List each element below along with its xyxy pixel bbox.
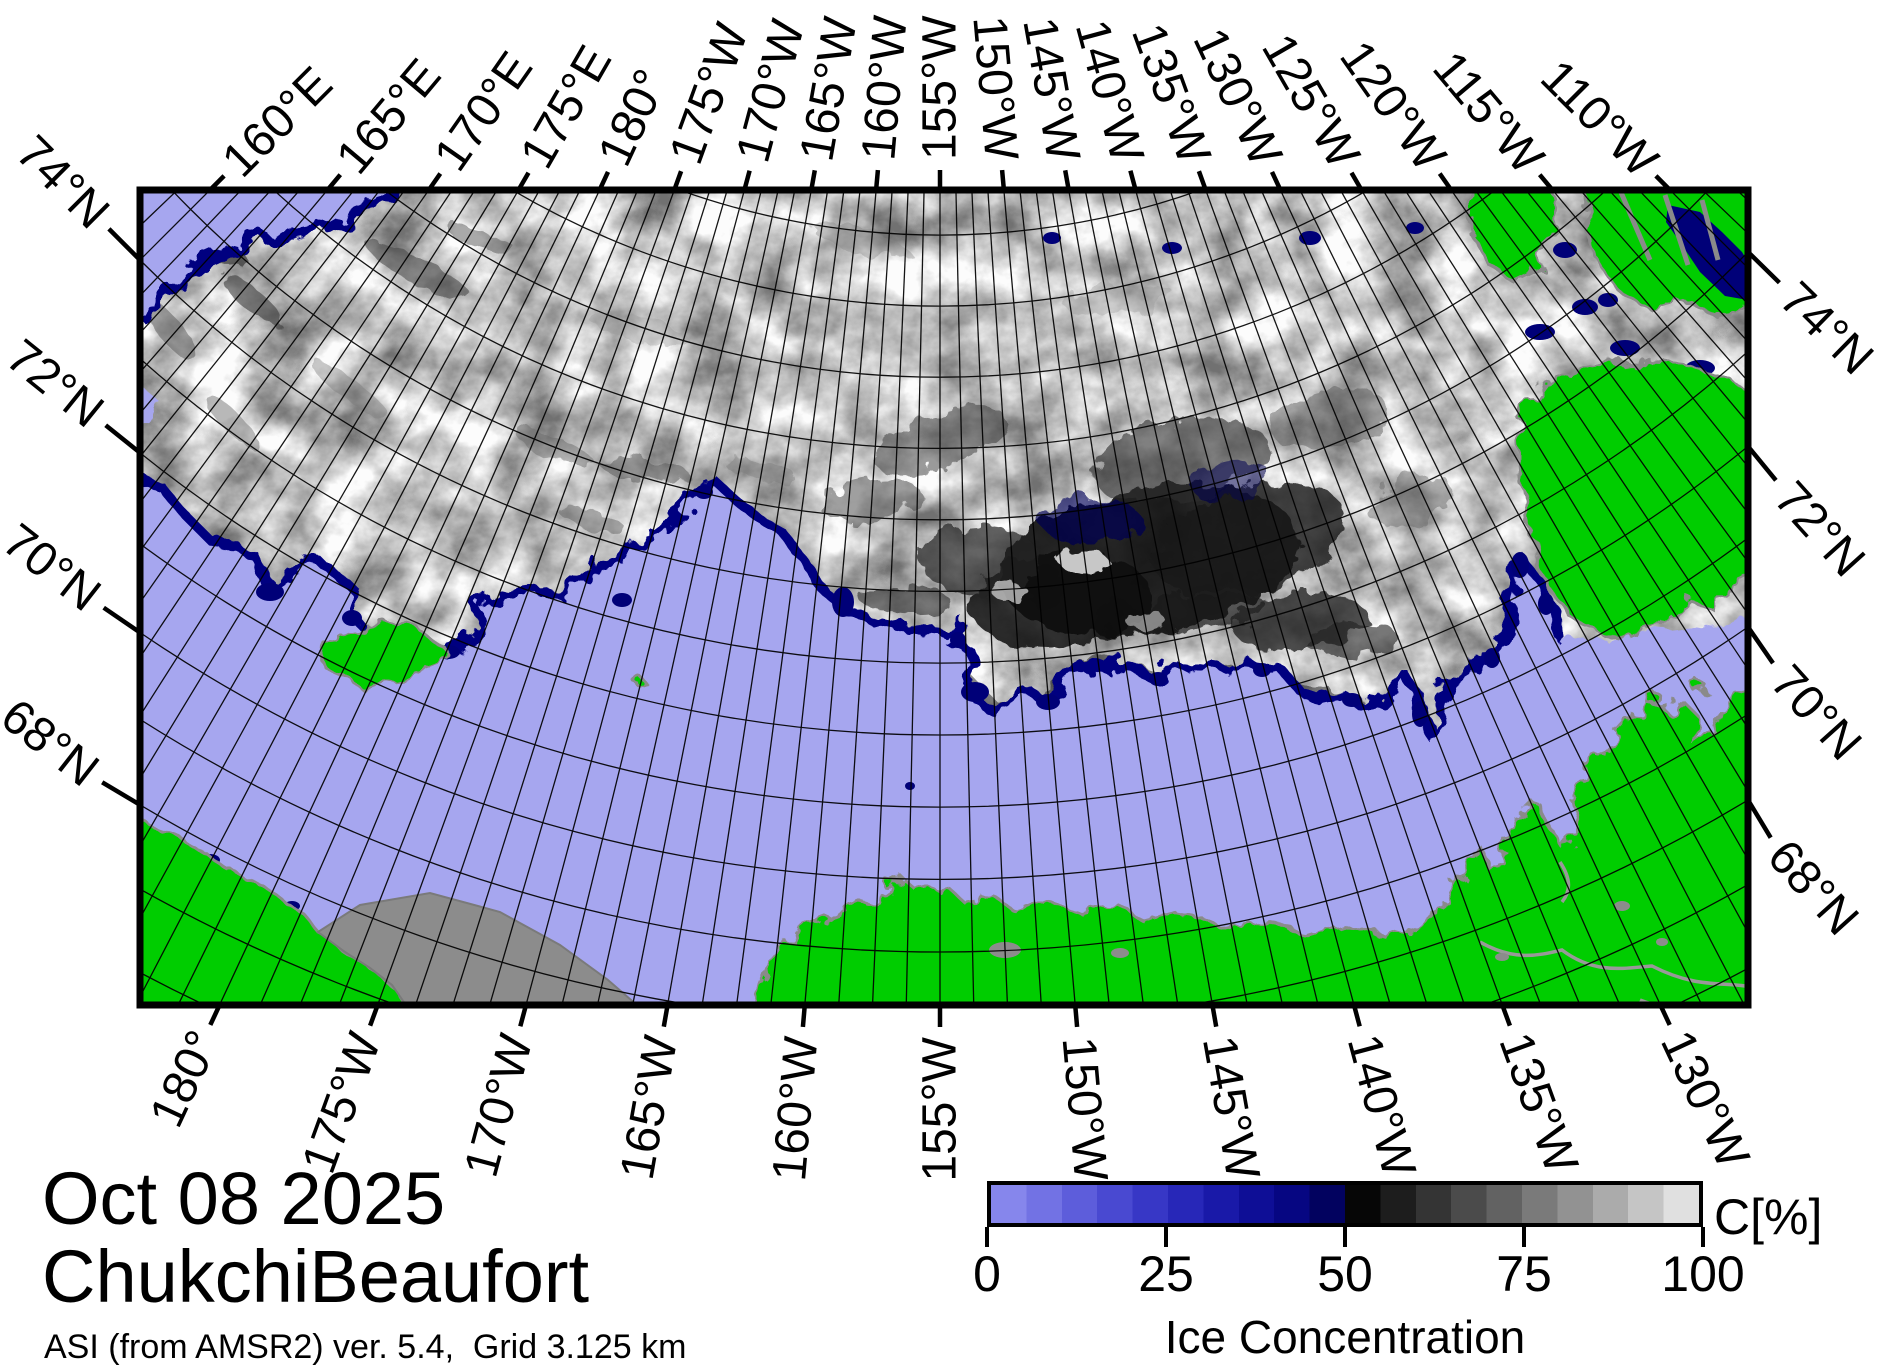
colorbar-tick-label: 100 xyxy=(1661,1246,1745,1302)
lat-label-left: 74°N xyxy=(6,126,119,239)
colorbar-gradient xyxy=(987,1181,1703,1227)
axis-ticks xyxy=(101,169,1781,1028)
lon-label-bottom: 155°W xyxy=(914,1036,967,1181)
lon-label-bottom: 150°W xyxy=(1052,1035,1117,1184)
lon-label-top: 155°W xyxy=(914,15,967,160)
lon-label-top: 150°W xyxy=(962,14,1027,163)
colorbar-tick xyxy=(1701,1227,1705,1247)
colorbar-tick xyxy=(1164,1227,1168,1247)
lon-label-top: 115°W xyxy=(1422,42,1554,185)
lon-label-bottom: 170°W xyxy=(455,1028,544,1182)
lat-label-left: 68°N xyxy=(0,689,108,797)
colorbar-unit-label: C[%] xyxy=(1714,1189,1823,1245)
dataset-caption: ASI (from AMSR2) ver. 5.4, Grid 3.125 km xyxy=(44,1328,687,1366)
lon-label-bottom: 145°W xyxy=(1192,1032,1269,1184)
lon-label-top: 160°E xyxy=(212,57,342,187)
colorbar-tick-label: 75 xyxy=(1496,1246,1552,1302)
map-frame xyxy=(136,186,1752,1009)
lon-label-bottom: 165°W xyxy=(611,1031,688,1183)
lat-label-left: 70°N xyxy=(0,514,110,622)
lat-label-right: 72°N xyxy=(1764,472,1875,587)
colorbar-tick xyxy=(1522,1227,1526,1247)
lon-label-bottom: 130°W xyxy=(1650,1023,1759,1177)
date-label: Oct 08 2025 xyxy=(42,1157,446,1240)
archipelago-channel xyxy=(1666,205,1748,300)
lon-label-top: 110°W xyxy=(1530,50,1668,188)
colorbar-title: Ice Concentration xyxy=(1164,1311,1526,1363)
lat-label-right: 68°N xyxy=(1757,830,1868,945)
colorbar-tick-label: 25 xyxy=(1138,1246,1194,1302)
colorbar-tick-label: 50 xyxy=(1317,1246,1373,1302)
colorbar-tick xyxy=(985,1227,989,1247)
lat-label-right: 74°N xyxy=(1769,272,1883,385)
lon-label-bottom: 135°W xyxy=(1488,1026,1587,1181)
lon-label-bottom: 160°W xyxy=(763,1034,828,1183)
lat-label-right: 70°N xyxy=(1760,655,1871,770)
lon-label-top: 165°E xyxy=(326,49,451,184)
colorbar-tick xyxy=(1343,1227,1347,1247)
lon-label-bottom: 180° xyxy=(140,1023,230,1135)
colorbar-tick-label: 0 xyxy=(973,1246,1001,1302)
lon-label-bottom: 140°W xyxy=(1337,1029,1426,1183)
lon-label-top: 160°W xyxy=(852,13,917,162)
lat-label-left: 72°N xyxy=(0,330,113,439)
colorbar: 0 25 50 75 100 xyxy=(973,1181,1745,1302)
region-label: ChukchiBeaufort xyxy=(42,1235,590,1318)
